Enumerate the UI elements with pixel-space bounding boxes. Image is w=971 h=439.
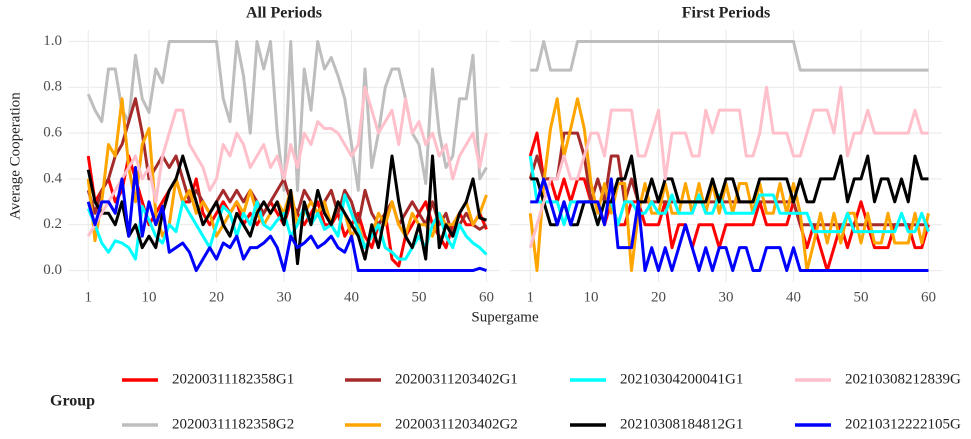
- y-tick-label: 0.8: [43, 79, 62, 95]
- x-tick-label: 50: [412, 289, 427, 305]
- x-tick-label: 40: [786, 289, 801, 305]
- series-line: [86, 97, 488, 238]
- x-tick-label: 50: [854, 289, 869, 305]
- legend-label: 20200311182358G2: [172, 416, 294, 432]
- x-tick-label: 60: [479, 289, 494, 305]
- x-tick-label: 20: [209, 289, 224, 305]
- x-tick-label: 10: [142, 289, 157, 305]
- x-tick-label: 40: [344, 289, 359, 305]
- series-line: [86, 165, 487, 273]
- y-tick-label: 0.2: [43, 216, 62, 232]
- series-line: [528, 85, 929, 249]
- series-line: [86, 85, 488, 237]
- x-tick-label: 30: [277, 289, 292, 305]
- x-tick-label: 30: [719, 289, 734, 305]
- series-line: [530, 177, 929, 273]
- y-tick-label: 0.6: [43, 125, 62, 141]
- legend-label: 20200311203402G2: [395, 416, 518, 432]
- y-axis-label: Average Cooperation: [7, 92, 23, 220]
- y-tick-label: 1.0: [43, 33, 62, 49]
- legend-label: 20210308184812G1: [620, 416, 743, 432]
- legend-title: Group: [50, 393, 95, 410]
- x-tick-label: 20: [651, 289, 666, 305]
- legend-label: 20200311182358G1: [172, 371, 294, 387]
- x-tick-label: 10: [584, 289, 599, 305]
- legend-label: 20210308212839G: [845, 371, 961, 387]
- panel-title: First Periods: [682, 5, 770, 22]
- x-axis-label: Supergame: [471, 309, 539, 325]
- series-line: [86, 154, 487, 266]
- y-tick-label: 0.0: [43, 262, 62, 278]
- legend-label: 20210312222105G: [845, 416, 961, 432]
- x-tick-label: 60: [921, 289, 936, 305]
- series-line: [86, 39, 488, 192]
- x-tick-label: 1: [527, 289, 535, 305]
- y-tick-label: 0.4: [43, 170, 62, 186]
- x-tick-label: 1: [85, 289, 93, 305]
- series-line: [530, 39, 929, 72]
- legend-label: 20210304200041G1: [620, 371, 743, 387]
- panel-title: All Periods: [246, 5, 322, 22]
- series-line: [528, 97, 930, 273]
- legend-label: 20200311203402G1: [395, 371, 518, 387]
- series-line: [530, 154, 929, 227]
